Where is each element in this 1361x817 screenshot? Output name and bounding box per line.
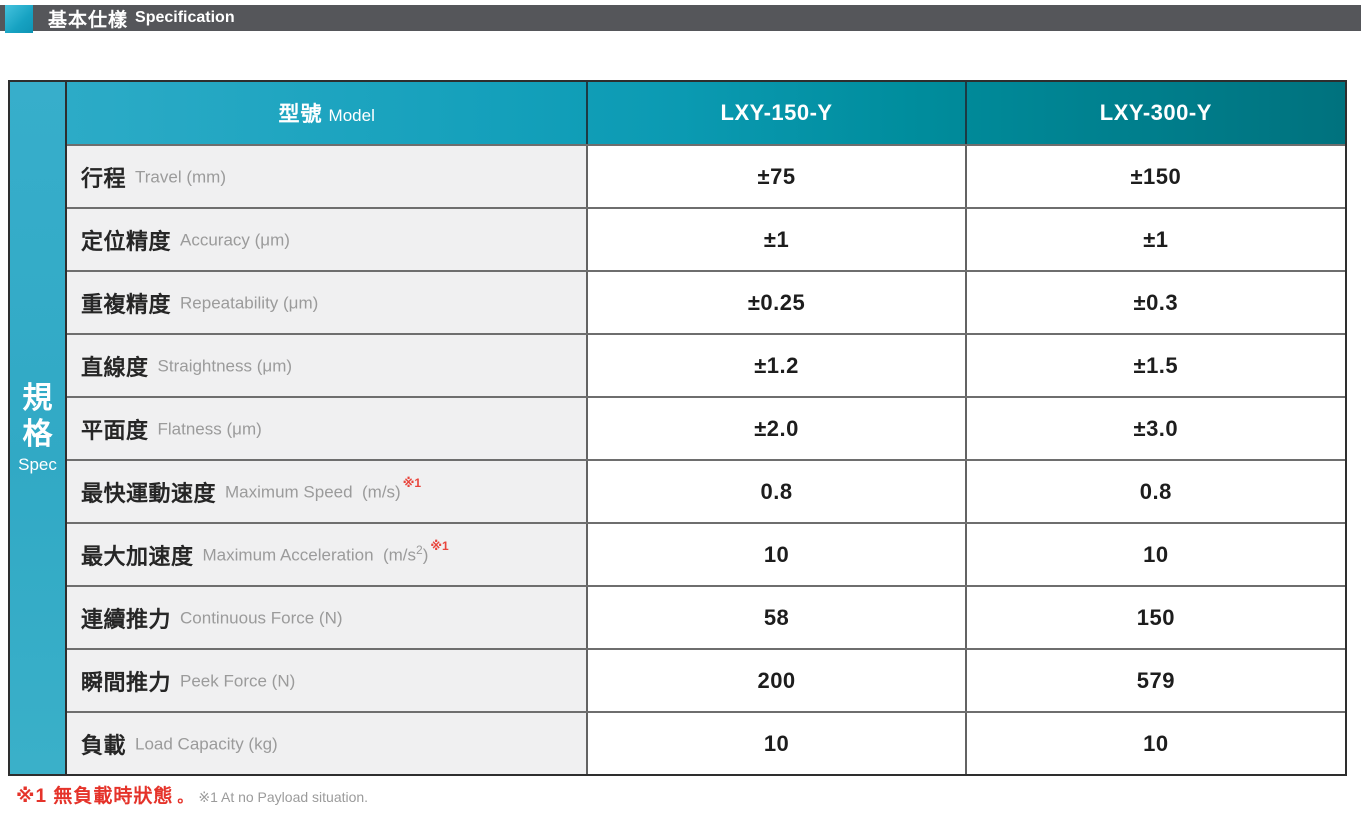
specification-table: 規格 Spec 型號 Model LXY-150-Y LXY-300-Y 行程 …: [8, 80, 1347, 776]
header-column-lxy-150-y: LXY-150-Y: [588, 82, 967, 144]
side-label-en: Spec: [18, 455, 57, 474]
spec-row-repeatability: 重複精度 Repeatability (μm) ±0.25 ±0.3: [67, 270, 1345, 333]
value-cell: 0.8: [588, 461, 967, 522]
footnote-en: ※1 At no Payload situation.: [198, 789, 369, 805]
footnote: ※1 無負載時狀態 。 ※1 At no Payload situation.: [16, 781, 368, 808]
value-cell: 10: [966, 713, 1345, 774]
row-label: 定位精度 Accuracy (μm): [67, 209, 589, 270]
value-cell: 10: [966, 524, 1345, 585]
value-cell: ±1.5: [966, 335, 1345, 396]
row-label: 行程 Travel (mm): [67, 146, 589, 207]
spec-row-maximum-speed: 最快運動速度 Maximum Speed (m/s) ※1 0.8 0.8: [67, 459, 1345, 522]
value-cell: ±1: [966, 209, 1345, 270]
row-label: 重複精度 Repeatability (μm): [67, 272, 589, 333]
row-label: 最快運動速度 Maximum Speed (m/s) ※1: [67, 461, 589, 522]
spec-row-maximum-acceleration: 最大加速度 Maximum Acceleration (m/s2) ※1 10 1…: [67, 522, 1345, 585]
section-title-en: Specification: [135, 9, 235, 26]
row-label: 連續推力 Continuous Force (N): [67, 587, 589, 648]
table-header-row: 型號 Model LXY-150-Y LXY-300-Y: [67, 82, 1345, 144]
footnote-zh: ※1 無負載時狀態: [16, 786, 174, 807]
value-cell: ±2.0: [588, 398, 967, 459]
value-cell: ±1: [588, 209, 967, 270]
table-grid: 型號 Model LXY-150-Y LXY-300-Y 行程 Travel (…: [67, 82, 1345, 774]
spec-row-straightness: 直線度 Straightness (μm) ±1.2 ±1.5: [67, 333, 1345, 396]
value-cell: ±3.0: [966, 398, 1345, 459]
header-column-lxy-300-y: LXY-300-Y: [1099, 100, 1212, 125]
section-header-bar: [0, 5, 1361, 31]
spec-row-continuous-force: 連續推力 Continuous Force (N) 58 150: [67, 585, 1345, 648]
header-model-cell: 型號 Model: [67, 82, 589, 144]
value-cell: 200: [588, 650, 967, 711]
table-side-label: 規格 Spec: [10, 82, 67, 774]
value-cell: 150: [966, 587, 1345, 648]
row-label: 瞬間推力 Peek Force (N): [67, 650, 589, 711]
value-cell: 10: [588, 713, 967, 774]
footnote-period: 。: [177, 789, 193, 806]
value-cell: 579: [966, 650, 1345, 711]
side-label-zh: 規格: [22, 382, 53, 451]
value-cell: ±0.3: [966, 272, 1345, 333]
value-cell: ±1.2: [588, 335, 967, 396]
value-cell: ±75: [588, 146, 967, 207]
row-label: 負載 Load Capacity (kg): [67, 713, 589, 774]
value-cell: ±0.25: [588, 272, 967, 333]
value-cell: 58: [588, 587, 967, 648]
spec-row-flatness: 平面度 Flatness (μm) ±2.0 ±3.0: [67, 396, 1345, 459]
section-title-zh: 基本仕樣: [48, 9, 129, 31]
spec-row-accuracy: 定位精度 Accuracy (μm) ±1 ±1: [67, 207, 1345, 270]
row-label: 平面度 Flatness (μm): [67, 398, 589, 459]
spec-row-peek-force: 瞬間推力 Peek Force (N) 200 579: [67, 648, 1345, 711]
spec-row-travel: 行程 Travel (mm) ±75 ±150: [67, 144, 1345, 207]
spec-row-load-capacity: 負載 Load Capacity (kg) 10 10: [67, 711, 1345, 774]
value-cell: ±150: [966, 146, 1345, 207]
header-model-en: Model: [328, 106, 375, 125]
section-title: 基本仕樣 Specification: [48, 5, 235, 31]
row-label: 直線度 Straightness (μm): [67, 335, 589, 396]
value-cell: 0.8: [966, 461, 1345, 522]
section-accent-square: [5, 5, 33, 33]
value-cell: 10: [588, 524, 967, 585]
header-model-zh: 型號: [278, 103, 323, 126]
row-label: 最大加速度 Maximum Acceleration (m/s2) ※1: [67, 524, 589, 585]
